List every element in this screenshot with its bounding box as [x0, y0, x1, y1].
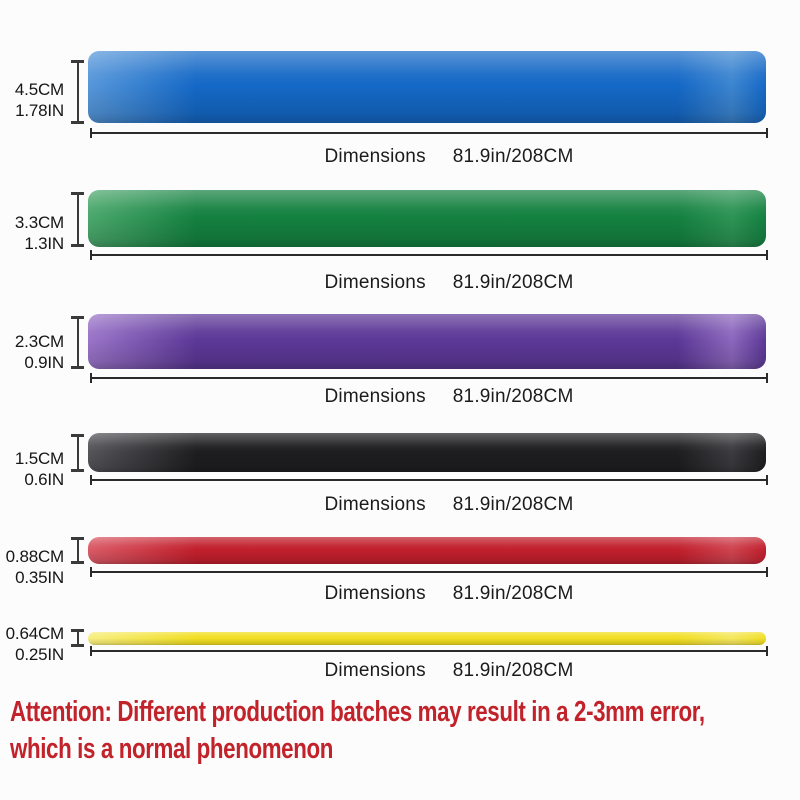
height-in-value: 1.78IN: [15, 101, 64, 120]
height-cm-value: 0.64CM: [5, 624, 65, 643]
height-bracket: [71, 537, 84, 564]
length-dimension-text: Dimensions 81.9in/208CM: [90, 660, 768, 682]
height-in-value: 0.6IN: [24, 470, 64, 489]
dimensions-value: 81.9in/208CM: [452, 272, 574, 293]
band-yellow: [88, 632, 766, 645]
height-cm-value: 2.3CM: [14, 332, 64, 351]
height-in-value: 0.35IN: [15, 568, 64, 587]
length-dimension-line: [90, 128, 768, 138]
dimensions-label: Dimensions: [324, 494, 426, 515]
dimensions-value: 81.9in/208CM: [452, 494, 574, 515]
band-black: [88, 433, 766, 472]
band-red: [88, 537, 766, 564]
height-bracket: [71, 316, 84, 369]
length-dimension-line: [90, 250, 768, 260]
length-dimension-text: Dimensions 81.9in/208CM: [90, 494, 768, 516]
band-height-label: 0.64CM 0.25IN: [0, 623, 65, 665]
height-bracket: [71, 434, 84, 472]
dimensions-value: 81.9in/208CM: [452, 583, 574, 604]
height-bracket: [71, 629, 84, 647]
height-cm-value: 1.5CM: [14, 449, 64, 468]
length-dimension-text: Dimensions 81.9in/208CM: [90, 386, 768, 408]
height-cm-value: 0.88CM: [5, 547, 65, 566]
dimensions-value: 81.9in/208CM: [452, 386, 574, 407]
length-dimension-text: Dimensions 81.9in/208CM: [90, 146, 768, 168]
dimensions-value: 81.9in/208CM: [452, 146, 574, 167]
dimensions-label: Dimensions: [324, 583, 426, 604]
length-dimension-line: [90, 373, 768, 383]
height-in-value: 0.9IN: [24, 353, 64, 372]
dimensions-label: Dimensions: [324, 660, 426, 681]
band-green: [88, 190, 766, 247]
height-cm-value: 3.3CM: [14, 213, 64, 232]
attention-line-1: Attention: Different production batches …: [10, 696, 705, 728]
attention-line-2: which is a normal phenomenon: [10, 733, 333, 765]
band-height-label: 2.3CM 0.9IN: [0, 331, 64, 373]
band-height-label: 1.5CM 0.6IN: [0, 448, 64, 490]
length-dimension-text: Dimensions 81.9in/208CM: [90, 272, 768, 294]
dimensions-label: Dimensions: [324, 386, 426, 407]
band-height-label: 4.5CM 1.78IN: [0, 79, 64, 121]
height-cm-value: 4.5CM: [14, 80, 64, 99]
band-height-label: 0.88CM 0.35IN: [0, 546, 65, 588]
length-dimension-line: [90, 475, 768, 485]
attention-note: Attention: Different production batches …: [10, 694, 705, 768]
height-bracket: [71, 192, 84, 247]
length-dimension-line: [90, 646, 768, 656]
dimensions-label: Dimensions: [324, 272, 426, 293]
dimensions-value: 81.9in/208CM: [452, 660, 574, 681]
band-purple: [88, 314, 766, 369]
length-dimension-text: Dimensions 81.9in/208CM: [90, 583, 768, 605]
band-height-label: 3.3CM 1.3IN: [0, 212, 64, 254]
height-in-value: 1.3IN: [24, 234, 64, 253]
height-bracket: [71, 60, 84, 124]
band-blue: [88, 51, 766, 123]
length-dimension-line: [90, 567, 768, 577]
dimensions-label: Dimensions: [324, 146, 426, 167]
height-in-value: 0.25IN: [15, 645, 64, 664]
